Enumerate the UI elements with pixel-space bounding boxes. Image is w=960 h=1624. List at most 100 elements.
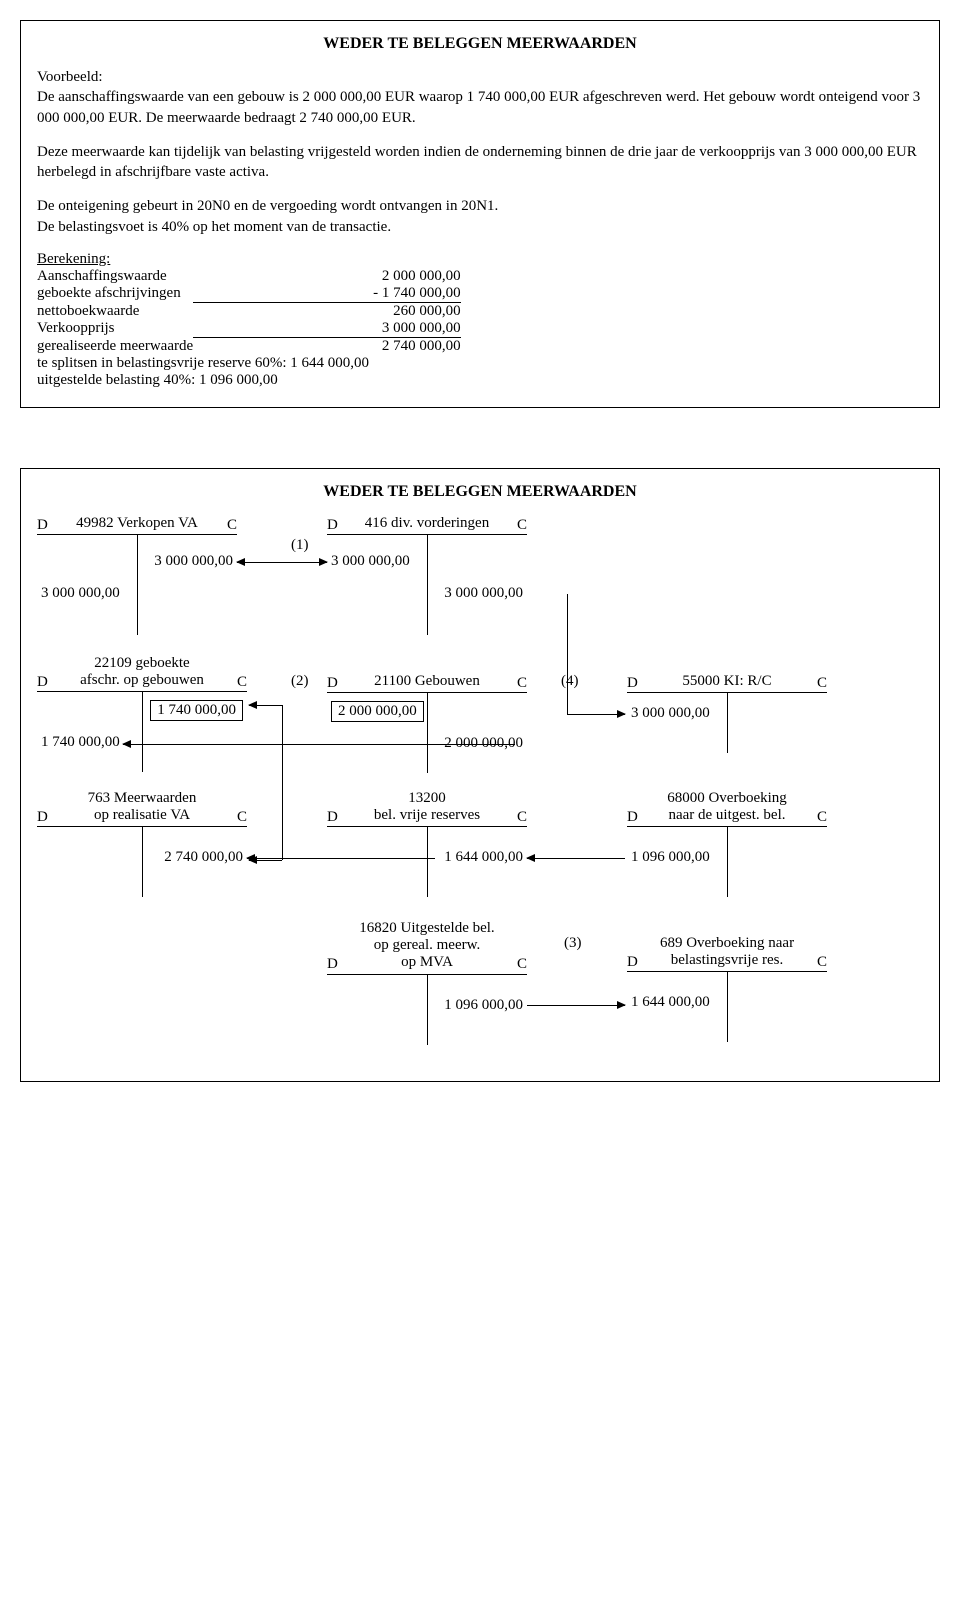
calc-r1l: Aanschaffingswaarde <box>37 268 193 285</box>
paragraph-voorbeeld: Voorbeeld: De aanschaffingswaarde van ee… <box>37 67 923 128</box>
a3-dr1: 1 740 000,00 <box>41 734 120 751</box>
acct-13200: D 13200 bel. vrije reserves C 1 644 000,… <box>327 790 527 898</box>
d-label: D <box>627 809 638 826</box>
c-label: C <box>517 956 527 973</box>
a1-dr1: 3 000 000,00 <box>41 585 120 602</box>
acct-21100: D 21100 Gebouwen C 2 000 000,00 2 000 00… <box>327 673 527 773</box>
a2-dr1: 3 000 000,00 <box>331 553 410 570</box>
a1-cr1: 3 000 000,00 <box>154 553 233 570</box>
ref-3: (3) <box>564 935 582 952</box>
c-label: C <box>517 809 527 826</box>
d-label: D <box>627 954 638 971</box>
calc-table: Aanschaffingswaarde2 000 000,00 geboekte… <box>37 268 461 389</box>
ref-2: (2) <box>291 673 309 690</box>
acct-13200-name2: bel. vrije reserves <box>374 807 480 823</box>
arrow-1 <box>237 562 327 563</box>
ref-1: (1) <box>291 537 309 554</box>
c-label: C <box>817 675 827 692</box>
c-label: C <box>237 674 247 691</box>
acct-689: D 689 Overboeking naar belastingsvrije r… <box>627 935 827 1043</box>
acct-416: D 416 div. vorderingen C 3 000 000,00 3 … <box>327 515 527 635</box>
acct-55000: D 55000 KI: R/C C 3 000 000,00 <box>627 673 827 753</box>
d-label: D <box>37 809 48 826</box>
acct-16820: D 16820 Uitgestelde bel. op gereal. meer… <box>327 920 527 1045</box>
example-box-2: WEDER TE BELEGGEN MEERWAARDEN D 49982 Ve… <box>20 468 940 1082</box>
acct-16820-name2: op gereal. meerw. <box>374 937 480 953</box>
a5-dr1: 3 000 000,00 <box>631 705 710 722</box>
calc-r4l: Verkoopprijs <box>37 320 193 338</box>
paragraph-2: Deze meerwaarde kan tijdelijk van belast… <box>37 142 923 183</box>
accounts-area: D 49982 Verkopen VA C 3 000 000,00 3 000… <box>37 515 923 1075</box>
acct-13200-name1: 13200 <box>408 790 446 806</box>
c-label: C <box>237 809 247 826</box>
arrow-3b <box>527 858 625 859</box>
calc-r2v: - 1 740 000,00 <box>193 285 461 303</box>
acct-68000-name2: naar de uitgest. bel. <box>668 807 785 823</box>
acct-49982-name: 49982 Verkopen VA <box>76 515 198 531</box>
acct-68000: D 68000 Overboeking naar de uitgest. bel… <box>627 790 827 898</box>
d-label: D <box>627 675 638 692</box>
acct-22109-name2: afschr. op gebouwen <box>80 672 204 688</box>
vline-1 <box>567 594 568 714</box>
calc-r3v: 260 000,00 <box>193 302 461 320</box>
c-label: C <box>817 809 827 826</box>
arrow-4 <box>567 714 625 715</box>
c-label: C <box>517 517 527 534</box>
calc-r4v: 3 000 000,00 <box>193 320 461 338</box>
a2-cr1: 3 000 000,00 <box>444 585 523 602</box>
calc-r3l: nettoboekwaarde <box>37 302 193 320</box>
acct-49982: D 49982 Verkopen VA C 3 000 000,00 3 000… <box>37 515 237 635</box>
a9-cr1: 1 096 000,00 <box>444 997 523 1014</box>
acct-16820-name3: op MVA <box>401 954 453 970</box>
acct-689-name1: 689 Overboeking naar <box>660 935 794 951</box>
acct-16820-name1: 16820 Uitgestelde bel. <box>359 920 494 936</box>
d-label: D <box>327 517 338 534</box>
calc-label: Berekening: <box>37 251 110 267</box>
acct-416-name: 416 div. vorderingen <box>365 515 489 531</box>
a8-dr1: 1 096 000,00 <box>631 849 710 866</box>
arrow-vl2-top <box>249 705 282 706</box>
a7-cr1: 1 644 000,00 <box>444 849 523 866</box>
calc-r7: uitgestelde belasting 40%: 1 096 000,00 <box>37 372 461 389</box>
arrow-vl2-bot <box>249 860 282 861</box>
calc-r5l: gerealiseerde meerwaarde <box>37 337 193 355</box>
example-box-1: WEDER TE BELEGGEN MEERWAARDEN Voorbeeld:… <box>20 20 940 408</box>
acct-763-name2: op realisatie VA <box>94 807 190 823</box>
acct-68000-name1: 68000 Overboeking <box>667 790 787 806</box>
p3a: De onteigening gebeurt in 20N0 en de ver… <box>37 198 498 214</box>
vline-2 <box>282 705 283 860</box>
box2-title: WEDER TE BELEGGEN MEERWAARDEN <box>37 483 923 501</box>
arrow-2a <box>123 744 515 745</box>
acct-763-name1: 763 Meerwaarden <box>88 790 197 806</box>
acct-22109-name1: 22109 geboekte <box>94 655 189 671</box>
paragraph-3: De onteigening gebeurt in 20N0 en de ver… <box>37 196 923 237</box>
d-label: D <box>37 674 48 691</box>
d-label: D <box>327 809 338 826</box>
arrow-4a <box>527 1005 625 1006</box>
ref-4: (4) <box>561 673 579 690</box>
acct-22109: D 22109 geboekte afschr. op gebouwen C 1… <box>37 655 247 773</box>
c-label: C <box>517 675 527 692</box>
c-label: C <box>227 517 237 534</box>
a10-dr1: 1 644 000,00 <box>631 994 710 1011</box>
calculation-block: Berekening: Aanschaffingswaarde2 000 000… <box>37 251 923 389</box>
acct-763: D 763 Meerwaarden op realisatie VA C 2 7… <box>37 790 247 898</box>
d-label: D <box>37 517 48 534</box>
acct-21100-name: 21100 Gebouwen <box>374 673 480 689</box>
c-label: C <box>817 954 827 971</box>
calc-r5v: 2 740 000,00 <box>193 337 461 355</box>
acct-689-name2: belastingsvrije res. <box>671 952 783 968</box>
calc-r6: te splitsen in belastingsvrije reserve 6… <box>37 355 461 372</box>
a6-cr1: 2 740 000,00 <box>164 849 243 866</box>
arrow-3a <box>247 858 435 859</box>
d-label: D <box>327 675 338 692</box>
box1-title: WEDER TE BELEGGEN MEERWAARDEN <box>37 35 923 53</box>
calc-r1v: 2 000 000,00 <box>193 268 461 285</box>
a4-dr1: 2 000 000,00 <box>331 701 424 722</box>
p3b: De belastingsvoet is 40% op het moment v… <box>37 219 391 235</box>
voorbeeld-text: De aanschaffingswaarde van een gebouw is… <box>37 89 920 125</box>
voorbeeld-label: Voorbeeld: <box>37 69 103 85</box>
a3-cr1: 1 740 000,00 <box>150 700 243 721</box>
acct-55000-name: 55000 KI: R/C <box>682 673 771 689</box>
d-label: D <box>327 956 338 973</box>
